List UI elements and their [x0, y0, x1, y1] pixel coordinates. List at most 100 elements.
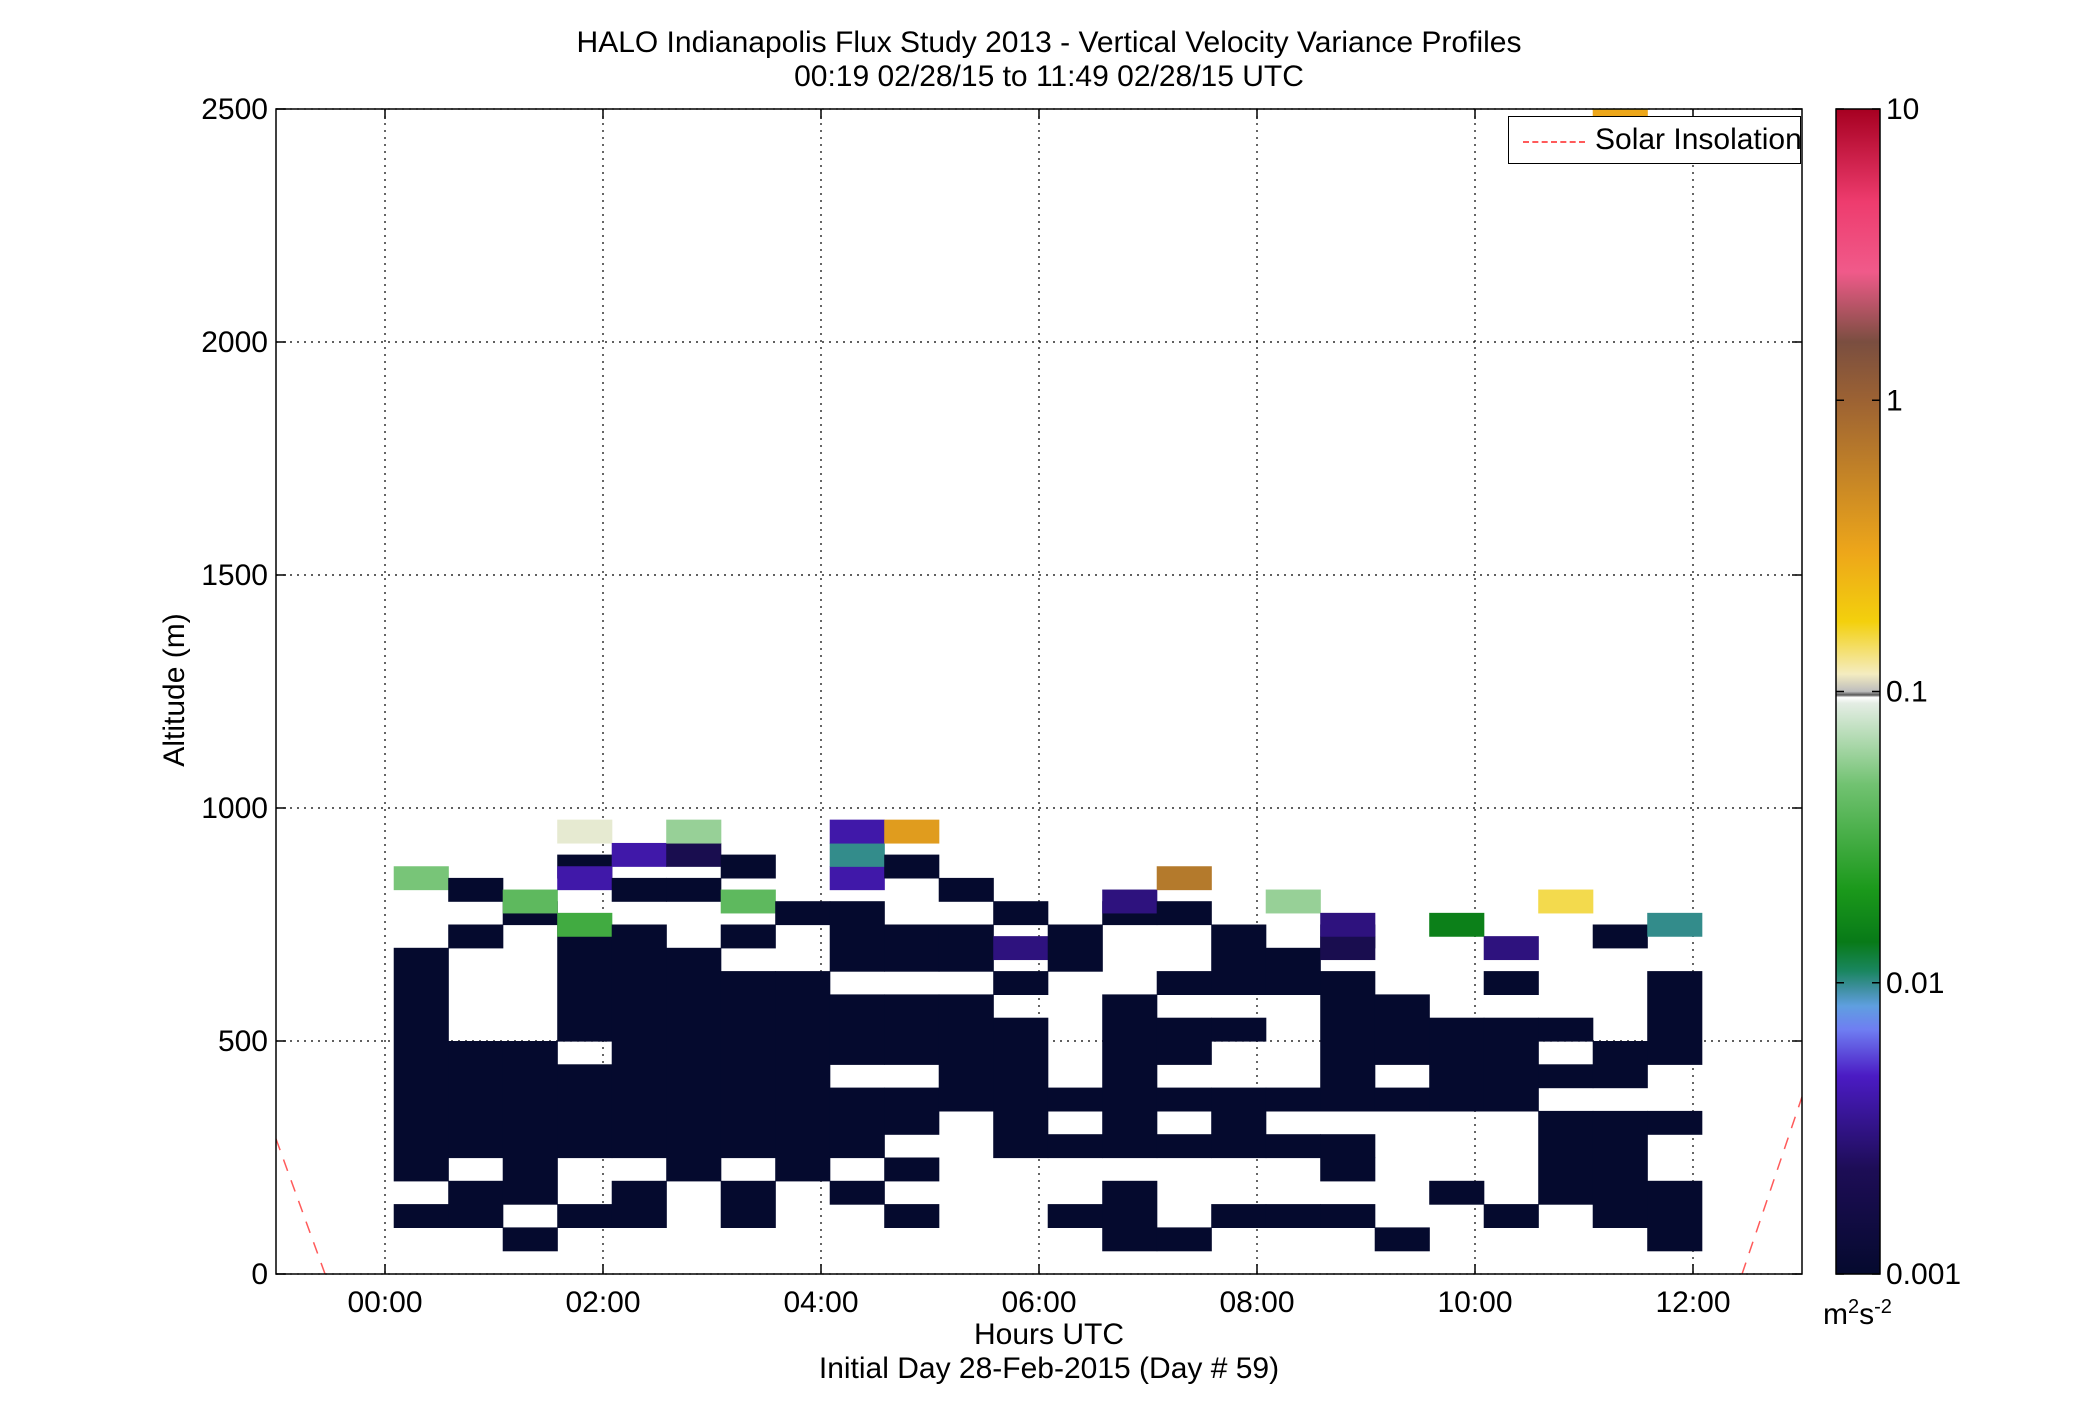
heatmap-cell	[611, 842, 667, 867]
heatmap-cell	[1647, 1110, 1703, 1135]
heatmap-cell	[557, 819, 613, 844]
x-tick-label: 06:00	[1001, 1286, 1076, 1319]
heatmap-cell	[1211, 1017, 1267, 1042]
heatmap-cell	[884, 1204, 940, 1228]
heatmap-cell	[557, 1064, 613, 1159]
heatmap-cell	[502, 889, 558, 914]
heatmap-cell	[938, 877, 994, 902]
solar-insolation-line	[276, 1138, 326, 1274]
heatmap-cell	[1156, 1017, 1212, 1065]
heatmap-cell	[1265, 889, 1321, 914]
heatmap-cell	[1320, 936, 1376, 961]
heatmap-cell	[884, 924, 940, 972]
heatmap-cell	[557, 912, 613, 937]
heatmap-cell	[1320, 912, 1376, 937]
x-axis-ticks: 00:00 02:00 04:00 06:00 08:00 10:00 12:00	[347, 109, 1731, 1319]
heatmap-cell	[1156, 866, 1212, 891]
legend-swatch-dashed-line	[1523, 141, 1585, 143]
x-axis-label: Hours UTC	[973, 1318, 1124, 1351]
heatmap-cell	[1156, 1227, 1212, 1252]
heatmap-cell	[938, 994, 994, 1112]
heatmap-cell	[1483, 971, 1539, 995]
heatmap-cell	[829, 1180, 885, 1205]
heatmap-cell	[884, 819, 940, 844]
heatmap-cell	[502, 1041, 558, 1205]
heatmap-cell	[1047, 1134, 1103, 1159]
heatmap-cell	[1647, 1180, 1703, 1252]
heatmap-cell	[993, 1017, 1049, 1159]
heatmap-cell	[720, 1180, 776, 1228]
units-base: m	[1823, 1298, 1848, 1331]
y-tick-label: 2000	[201, 326, 268, 359]
heatmap-cell	[1592, 1204, 1648, 1228]
heatmap-cell	[775, 901, 831, 926]
heatmap-cell	[829, 866, 885, 891]
heatmap-cell	[666, 947, 722, 1182]
heatmap-cell	[1483, 1017, 1539, 1112]
heatmap-cell	[393, 866, 449, 891]
heatmap-cell	[448, 877, 504, 902]
heatmap-cell	[502, 1227, 558, 1252]
units-mid: s	[1859, 1298, 1875, 1331]
y-tick-label: 0	[251, 1258, 268, 1291]
heatmap-cell	[1265, 947, 1321, 995]
heatmap-cell	[1592, 924, 1648, 949]
heatmap-cell	[720, 971, 776, 1159]
x-tick-label: 10:00	[1437, 1286, 1512, 1319]
heatmap-cell	[1320, 971, 1376, 1112]
chart-subtitle: 00:19 02/28/15 to 11:49 02/28/15 UTC	[794, 60, 1304, 93]
heatmap-cell	[1102, 889, 1158, 914]
heatmap-cell	[1320, 1204, 1376, 1228]
heatmap-cell	[611, 1180, 667, 1228]
x-tick-label: 04:00	[783, 1286, 858, 1319]
y-axis-ticks: 0 500 1000 1500 2000 2500	[201, 93, 1802, 1291]
heatmap-cell	[1047, 1204, 1103, 1228]
x-axis-sublabel: Initial Day 28-Feb-2015 (Day # 59)	[818, 1352, 1280, 1385]
heatmap-cell	[1538, 1064, 1594, 1089]
colorbar-tick-label: 1	[1886, 384, 1903, 417]
heatmap-cell	[1647, 912, 1703, 937]
solar-insolation-line	[1741, 1096, 1802, 1274]
heatmap-cell	[393, 947, 449, 1182]
heatmap-cell	[829, 901, 885, 972]
chart-title: HALO Indianapolis Flux Study 2013 - Vert…	[576, 26, 1522, 59]
y-tick-label: 1000	[201, 792, 268, 825]
heatmap-cell	[1156, 901, 1212, 926]
heatmap-cell	[720, 889, 776, 914]
x-tick-label: 02:00	[565, 1286, 640, 1319]
heatmap-cell	[1429, 912, 1485, 937]
variance-cells	[393, 109, 1703, 1252]
y-tick-label: 2500	[201, 93, 268, 126]
y-tick-label: 500	[218, 1025, 268, 1058]
heatmap-cell	[1429, 1017, 1485, 1112]
heatmap-cell	[829, 994, 885, 1065]
heatmap-cell	[993, 901, 1049, 926]
heatmap-cell	[1047, 924, 1103, 972]
heatmap-cell	[720, 924, 776, 949]
heatmap-cell	[829, 819, 885, 844]
heatmap-cell	[1320, 1157, 1376, 1182]
x-tick-label: 12:00	[1655, 1286, 1730, 1319]
heatmap-cell	[993, 971, 1049, 995]
heatmap-cell	[884, 854, 940, 879]
heatmap-cell	[393, 1204, 449, 1228]
heatmap-cell	[1102, 1180, 1158, 1252]
heatmap-cell	[557, 866, 613, 891]
heatmap-cell	[829, 842, 885, 867]
heatmap-cell	[448, 1041, 504, 1159]
heatmap-cell	[1483, 936, 1539, 961]
colorbar-ticks: 0.001 0.01 0.1 1 10	[1836, 93, 1961, 1291]
heatmap-cell	[1538, 1110, 1594, 1205]
colorbar-tick-label: 0.01	[1886, 967, 1944, 1000]
units-exp1: 2	[1848, 1296, 1860, 1318]
heatmap-cell	[1156, 1087, 1212, 1112]
heatmap-cell	[1538, 1017, 1594, 1042]
heatmap-cell	[1265, 1134, 1321, 1159]
legend: Solar Insolation	[1508, 116, 1802, 164]
heatmap-cell	[611, 924, 667, 1159]
heatmap-cell	[448, 1180, 504, 1228]
heatmap-cell	[1265, 1087, 1321, 1112]
colorbar-tick-label: 0.1	[1886, 676, 1928, 709]
heatmap-cell	[666, 819, 722, 844]
